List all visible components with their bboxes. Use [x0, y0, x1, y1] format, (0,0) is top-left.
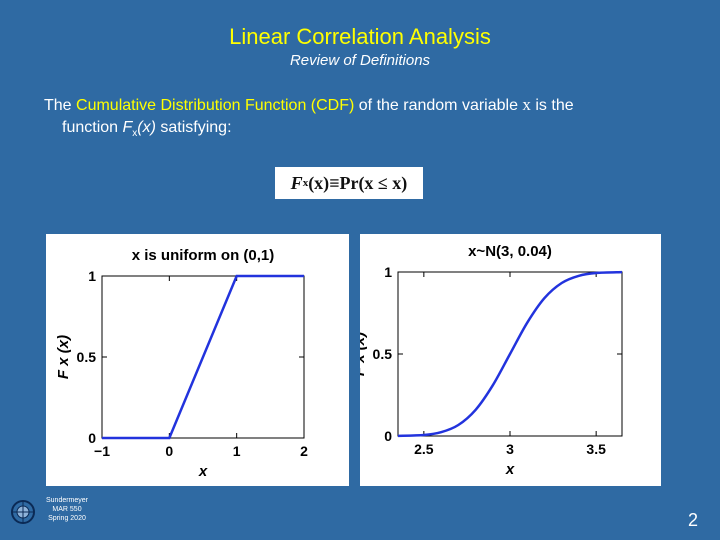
normal-cdf-plot: x~N(3, 0.04) 2.5 3 3.5 0 0.5 1 x F x (x) [360, 234, 661, 486]
page-number: 2 [687, 510, 698, 530]
x-axis-label: x [505, 461, 515, 478]
eq-rhs: Pr(x ≤ x) [339, 172, 408, 193]
text-part: is the [530, 97, 574, 114]
cdf-line [102, 274, 304, 440]
x-tick-label: 1 [233, 443, 241, 459]
y-tick-label: 0 [384, 428, 392, 444]
y-tick-label: 0.5 [77, 349, 97, 365]
eq-f: F [290, 172, 303, 193]
function-argument: (x) [137, 119, 156, 136]
x-tick-label: 3.5 [586, 441, 606, 457]
x-tick-label: −1 [94, 443, 110, 459]
uniform-cdf-plot: x is uniform on (0,1) −1 0 1 2 0 0.5 1 x F x (x) [46, 234, 349, 486]
definition-line-2: function Fx(x) satisfying: [44, 117, 684, 145]
text-part: function [62, 119, 123, 136]
footer-line: Spring 2020 [48, 515, 86, 522]
footer-credits: Sundermeyer MAR 550 Spring 2020 [38, 496, 96, 523]
footer-line: MAR 550 [52, 506, 82, 513]
y-tick-label: 1 [384, 264, 392, 280]
text-part: satisfying: [155, 119, 232, 136]
university-seal-icon [10, 497, 36, 532]
y-tick-label: 0 [88, 430, 96, 446]
x-tick-label: 0 [165, 443, 173, 459]
definition-line-1: The Cumulative Distribution Function (CD… [44, 94, 684, 117]
text-part: The [44, 97, 77, 114]
eq-equiv: ≡ [329, 172, 340, 193]
function-subscript: x [132, 128, 138, 140]
eq-sub: x [302, 177, 309, 189]
slide-title: Linear Correlation Analysis [229, 24, 491, 49]
text-part: of the random variable [354, 97, 523, 114]
chart-title: x is uniform on (0,1) [132, 247, 275, 264]
y-axis-label: F x (x) [55, 335, 72, 379]
function-symbol: F [122, 119, 133, 136]
x-tick-label: 3 [506, 441, 514, 457]
y-tick-label: 1 [88, 268, 96, 284]
footer-line: Sundermeyer [45, 497, 89, 504]
slide-subtitle: Review of Definitions [289, 52, 431, 69]
x-tick-label: 2.5 [414, 441, 434, 457]
y-tick-label: 0.5 [373, 346, 393, 362]
y-axis-label: F x (x) [360, 332, 368, 376]
cdf-term: Cumulative Distribution Function (CDF) [76, 97, 355, 114]
chart-title: x~N(3, 0.04) [468, 243, 552, 260]
definition-text: The Cumulative Distribution Function (CD… [44, 94, 684, 145]
x-tick-label: 2 [300, 443, 308, 459]
eq-arg: (x) [308, 172, 330, 193]
x-axis-label: x [198, 463, 208, 480]
cdf-line [397, 270, 623, 438]
random-variable: x [522, 95, 531, 114]
normal-cdf-svg: x~N(3, 0.04) 2.5 3 3.5 0 0.5 1 x F x (x) [360, 243, 623, 478]
